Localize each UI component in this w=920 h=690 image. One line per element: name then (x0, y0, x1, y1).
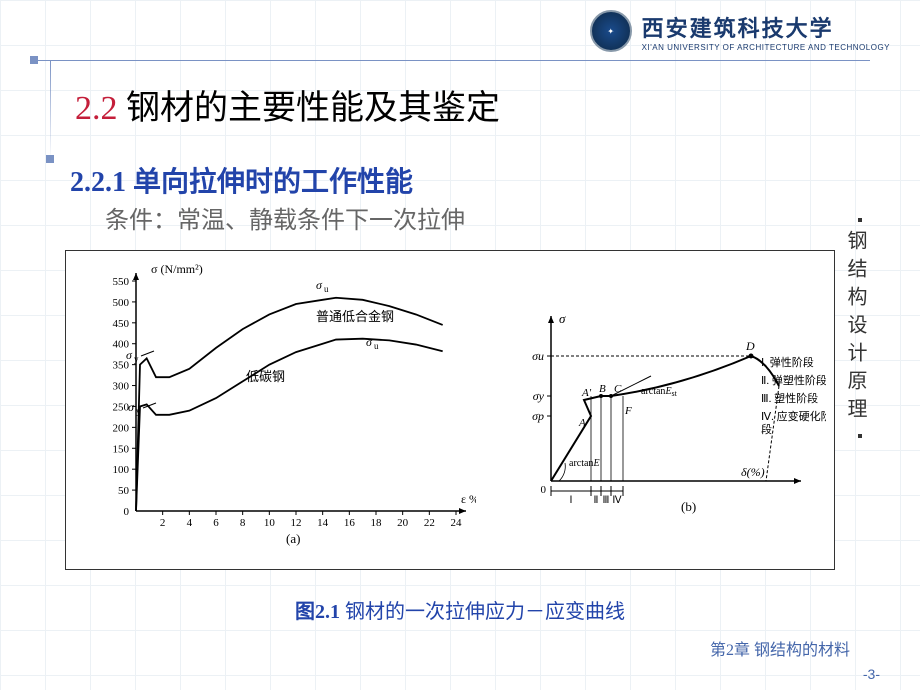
svg-text:50: 50 (118, 485, 130, 497)
svg-text:σ: σ (366, 335, 373, 349)
university-name: 西安建筑科技大学 XI'AN UNIVERSITY OF ARCHITECTUR… (642, 11, 890, 52)
svg-text:2: 2 (160, 517, 166, 529)
svg-text:100: 100 (113, 464, 130, 476)
section-title-text: 钢材的主要性能及其鉴定 (118, 90, 501, 127)
subsection-number: 2.2.1 (70, 167, 126, 198)
svg-text:σ: σ (128, 400, 135, 414)
svg-text:10: 10 (264, 517, 276, 529)
svg-text:4: 4 (187, 517, 193, 529)
svg-text:D: D (745, 339, 755, 353)
svg-text:arctanEst: arctanEst (641, 386, 678, 398)
svg-text:300: 300 (113, 381, 130, 393)
svg-text:500: 500 (113, 297, 130, 309)
svg-text:0: 0 (541, 484, 547, 496)
figure-caption-text: 钢材的一次拉伸应力－应变曲线 (340, 601, 625, 623)
svg-text:22: 22 (424, 517, 435, 529)
decorative-line (30, 60, 870, 61)
svg-text:普通低合金钢: 普通低合金钢 (316, 309, 394, 324)
svg-text:(b): (b) (681, 499, 696, 514)
svg-text:σ: σ (126, 348, 133, 362)
svg-text:14: 14 (317, 517, 329, 529)
svg-text:σy: σy (533, 389, 545, 403)
svg-text:段: 段 (761, 422, 772, 436)
svg-text:450: 450 (113, 318, 130, 330)
svg-text:Ⅳ. 应变硬化阶: Ⅳ. 应变硬化阶 (761, 409, 826, 423)
svg-text:Ⅰ. 弹性阶段: Ⅰ. 弹性阶段 (761, 355, 814, 369)
svg-text:18: 18 (371, 517, 383, 529)
svg-text:ε %: ε % (461, 492, 476, 506)
svg-text:u: u (374, 341, 379, 351)
footer-chapter: 第2章 钢结构的材料 (710, 636, 850, 660)
university-logo-icon: ✦ (590, 10, 632, 52)
figure-container: 5010015020025030035040045050055002468101… (65, 250, 835, 570)
svg-text:200: 200 (113, 422, 130, 434)
svg-text:550: 550 (113, 276, 130, 288)
svg-text:12: 12 (291, 517, 302, 529)
university-name-en: XI'AN UNIVERSITY OF ARCHITECTURE AND TEC… (642, 43, 890, 52)
header: ✦ 西安建筑科技大学 XI'AN UNIVERSITY OF ARCHITECT… (590, 10, 890, 52)
svg-text:24: 24 (451, 517, 463, 529)
section-number: 2.2 (75, 90, 118, 127)
svg-text:(a): (a) (286, 531, 300, 546)
svg-text:δ(%): δ(%) (741, 465, 765, 479)
svg-text:B: B (599, 383, 606, 395)
svg-text:8: 8 (240, 517, 246, 529)
subsection-title-text: 单向拉伸时的工作性能 (126, 167, 413, 198)
svg-text:σ (N/mm²): σ (N/mm²) (151, 262, 203, 276)
figure-number: 图2.1 (295, 601, 340, 623)
svg-text:u: u (324, 284, 329, 294)
svg-text:σ: σ (559, 311, 566, 326)
svg-text:arctanE: arctanE (569, 458, 600, 469)
figure-caption: 图2.1 钢材的一次拉伸应力－应变曲线 (0, 595, 920, 624)
chart-b-stages: σ σu σy σp A A' BCF DarctanE arctanEst δ(%) Ⅰ ⅡⅢⅣ Ⅰ.… (526, 311, 826, 541)
decorative-line (50, 60, 51, 160)
subsection-title: 2.2.1 单向拉伸时的工作性能 (70, 160, 413, 200)
svg-text:6: 6 (213, 517, 219, 529)
svg-text:低碳钢: 低碳钢 (246, 369, 285, 384)
svg-text:σ: σ (316, 278, 323, 292)
svg-text:20: 20 (397, 517, 409, 529)
university-name-cn: 西安建筑科技大学 (642, 11, 890, 43)
svg-text:σu: σu (532, 349, 544, 363)
decorative-square-icon (30, 56, 38, 64)
condition-text: 条件：常温、静载条件下一次拉伸 (105, 200, 465, 235)
svg-text:Ⅲ: Ⅲ (603, 495, 610, 506)
section-title: 2.2 钢材的主要性能及其鉴定 (75, 80, 500, 129)
chart-a-stress-strain: 5010015020025030035040045050055002468101… (86, 261, 476, 551)
svg-text:A': A' (581, 387, 592, 399)
svg-text:0: 0 (124, 506, 130, 518)
sidebar-book-title: 钢结构设计原理 (841, 230, 870, 426)
svg-text:Ⅲ. 塑性阶段: Ⅲ. 塑性阶段 (761, 391, 818, 405)
footer-page-number: -3- (863, 666, 880, 682)
decorative-square-icon (46, 155, 54, 163)
svg-text:150: 150 (113, 443, 130, 455)
svg-text:Ⅳ: Ⅳ (612, 495, 622, 506)
svg-text:A: A (578, 417, 586, 429)
svg-text:y: y (136, 406, 141, 416)
svg-text:Ⅱ: Ⅱ (594, 495, 599, 506)
svg-text:y: y (134, 354, 139, 364)
svg-text:Ⅰ: Ⅰ (570, 495, 573, 506)
svg-text:250: 250 (113, 401, 130, 413)
svg-text:F: F (624, 405, 632, 417)
svg-text:Ⅱ. 弹塑性阶段: Ⅱ. 弹塑性阶段 (761, 373, 826, 387)
svg-text:16: 16 (344, 517, 356, 529)
svg-text:C: C (614, 383, 622, 395)
svg-text:σp: σp (532, 409, 544, 423)
